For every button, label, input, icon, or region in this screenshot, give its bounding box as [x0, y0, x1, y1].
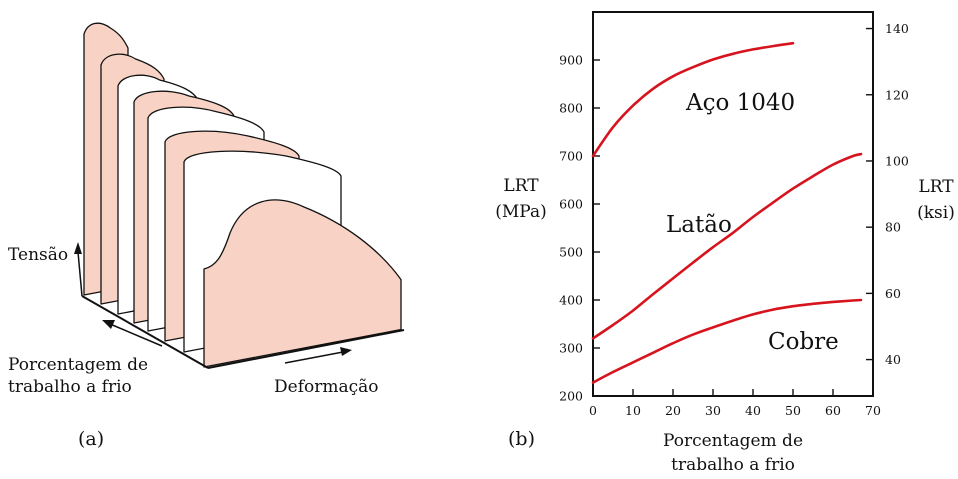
curve-copper	[591, 298, 863, 384]
left-y-tick-label: 900	[559, 53, 583, 68]
left-y-tick-label: 800	[559, 101, 583, 116]
panel-b-label: (b)	[508, 428, 535, 450]
cold-work-label-line1: Porcentagem de	[8, 355, 148, 375]
stress-label: Tensão	[8, 245, 68, 265]
series-label-copper: Cobre	[768, 329, 839, 355]
right-axis-label-line2: (ksi)	[917, 203, 955, 223]
left-y-tick-label: 400	[559, 293, 583, 308]
left-axis-label-line2: (MPa)	[495, 202, 546, 222]
right-axis-label-line1: LRT	[918, 177, 954, 197]
x-tick-label: 10	[625, 403, 641, 418]
right-y-tick-label: 60	[885, 286, 901, 301]
x-axis-label-line1: Porcentagem de	[663, 431, 803, 451]
x-tick-label: 40	[745, 403, 761, 418]
x-tick-label: 50	[785, 403, 801, 418]
stress-arrow	[77, 251, 83, 297]
x-tick-label: 0	[589, 403, 597, 418]
left-y-tick-label: 700	[559, 149, 583, 164]
left-y-tick-label: 300	[559, 341, 583, 356]
stress-arrow-head	[74, 242, 82, 254]
cold-work-axis-line	[81, 295, 209, 369]
right-y-tick-label: 120	[885, 87, 909, 102]
x-axis-ticks: 0 10 20 30 40 50 60 70	[589, 389, 881, 418]
right-y-tick-label: 40	[885, 352, 901, 367]
stress-strain-sheet	[203, 199, 402, 368]
x-axis-label-line2: trabalho a frio	[671, 455, 795, 475]
left-y-axis-ticks: 200 300 400 500 600 700 800 900	[559, 53, 600, 404]
left-axis-label-line1: LRT	[503, 176, 539, 196]
strain-arrow	[284, 351, 344, 364]
x-tick-label: 20	[665, 403, 681, 418]
left-y-tick-label: 500	[559, 245, 583, 260]
cold-work-arrow	[109, 323, 163, 347]
curves	[591, 41, 863, 384]
right-y-axis-ticks: 40 60 80 100 120 140	[866, 21, 909, 367]
series-label-brass: Latão	[666, 212, 732, 238]
x-tick-label: 30	[705, 403, 721, 418]
cold-work-arrow-head	[102, 320, 115, 329]
strain-axis-line	[207, 329, 405, 369]
tensile-strength-chart: 0 10 20 30 40 50 60 70 200 300 400 500 600 700 800 900…	[495, 11, 955, 475]
strain-arrow-head	[340, 347, 352, 356]
curve-brass	[591, 152, 863, 340]
left-y-tick-label: 600	[559, 197, 583, 212]
x-tick-label: 70	[865, 403, 881, 418]
panel-a-label: (a)	[78, 428, 104, 450]
x-tick-label: 60	[825, 403, 841, 418]
stress-strain-schematic: Tensão Porcentagem de trabalho a frio De…	[8, 22, 405, 450]
right-y-tick-label: 140	[885, 21, 909, 36]
cold-work-label-line2: trabalho a frio	[8, 377, 132, 397]
strain-label: Deformação	[274, 377, 379, 397]
series-label-steel: Aço 1040	[685, 90, 795, 116]
stress-strain-sheets	[83, 22, 402, 368]
left-y-tick-label: 200	[559, 389, 583, 404]
right-y-tick-label: 100	[885, 153, 909, 168]
curve-steel-1040	[591, 41, 795, 158]
right-y-tick-label: 80	[885, 220, 901, 235]
